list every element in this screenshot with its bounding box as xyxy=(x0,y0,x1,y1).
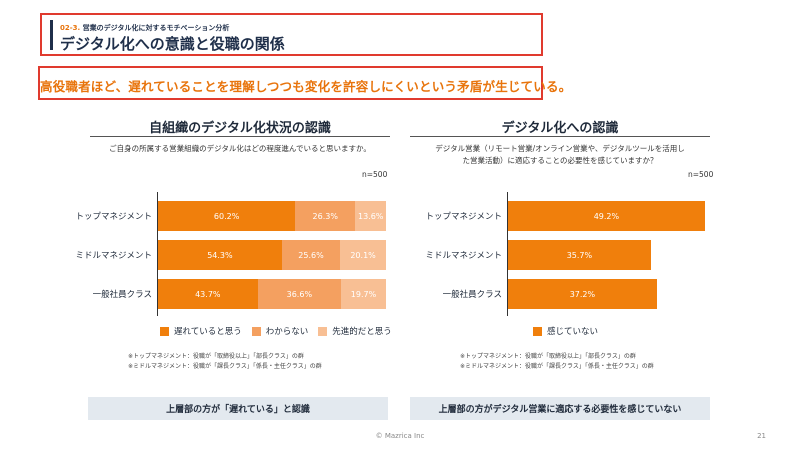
left-chart-rule xyxy=(90,136,390,137)
section-number: 02-3. xyxy=(60,24,81,32)
page-number: 21 xyxy=(757,432,766,440)
key-message-box: 高役職者ほど、遅れていることを理解しつつも変化を許容しにくいという矛盾が生じてい… xyxy=(38,66,572,100)
right-chart-category-label: 一般社員クラス xyxy=(442,290,502,300)
right-chart-n: n=500 xyxy=(688,170,714,179)
right-footnote-1: ※トップマネジメント：役職が「取締役以上」「部長クラス」の群 xyxy=(460,353,636,360)
left-chart-stacked-bar: 43.7% 36.6% 19.7% xyxy=(158,279,386,309)
right-chart-category-label: ミドルマネジメント xyxy=(425,251,502,261)
left-chart-question: ご自身の所属する営業組織のデジタル化はどの程度進んでいると思いますか。 xyxy=(109,144,371,153)
left-chart-category-label: トップマネジメント xyxy=(75,212,152,222)
left-chart-stacked-bar: 54.3% 25.6% 20.1% xyxy=(158,240,386,270)
right-chart-title: デジタル化への認識 xyxy=(501,121,619,136)
right-legend-label: 感じていない xyxy=(547,327,599,337)
header-accent-bar xyxy=(50,20,53,50)
left-chart-bar-segment: 20.1% xyxy=(340,240,386,270)
left-legend-item: 先進的だと思う xyxy=(318,325,392,337)
left-chart-bar-segment: 43.7% xyxy=(158,279,258,309)
left-legend-label: 遅れていると思う xyxy=(174,327,242,337)
left-legend-item: 遅れていると思う xyxy=(160,325,242,337)
left-chart-bar-segment: 25.6% xyxy=(281,240,341,270)
right-chart-category-label: トップマネジメント xyxy=(425,212,502,222)
left-legend-label: わからない xyxy=(265,327,309,337)
left-chart-bar-segment: 19.7% xyxy=(341,279,386,309)
left-legend-swatch xyxy=(318,326,328,336)
left-chart-bar-segment: 54.3% xyxy=(158,240,282,270)
copyright: © Mazrica Inc xyxy=(375,432,425,440)
left-chart-category-label: 一般社員クラス xyxy=(92,290,152,300)
right-chart-axis xyxy=(507,192,508,316)
key-message: 高役職者ほど、遅れていることを理解しつつも変化を許容しにくいという矛盾が生じてい… xyxy=(40,79,572,94)
left-chart-stacked-bar: 60.2% 26.3% 13.6% xyxy=(158,201,387,231)
right-chart-bar: 37.2% xyxy=(508,279,657,309)
right-summary: 上層部の方がデジタル営業に適応する必要性を感じていない xyxy=(410,397,710,420)
section-label-text: 営業のデジタル化に対するモチベーション分析 xyxy=(82,24,230,32)
left-legend-swatch xyxy=(160,326,169,336)
right-chart-bar: 49.2% xyxy=(508,201,705,231)
left-legend-item: わからない xyxy=(251,325,309,337)
header-box: 02-3. 営業のデジタル化に対するモチベーション分析 デジタル化への意識と役職… xyxy=(40,13,543,56)
right-question-line-2: た営業活動）に適応することの必要性を感じていますか？ xyxy=(462,156,658,165)
left-chart-bar-segment: 26.3% xyxy=(295,201,356,231)
left-summary: 上層部の方が「遅れている」と認識 xyxy=(88,397,388,420)
left-chart-n: n=500 xyxy=(362,170,388,179)
left-footnote-1: ※トップマネジメント：役職が「取締役以上」「部長クラス」の群 xyxy=(128,353,304,360)
right-chart-legend: 感じていない xyxy=(533,325,608,337)
left-chart-bar-segment: 36.6% xyxy=(257,279,342,309)
left-chart-bar-segment: 60.2% xyxy=(158,201,296,231)
right-footnotes: ※トップマネジメント：役職が「取締役以上」「部長クラス」の群 ※ミドルマネジメン… xyxy=(460,352,654,372)
right-legend-swatch xyxy=(533,326,542,336)
left-chart-bar-segment: 13.6% xyxy=(355,201,387,231)
left-chart-category-label: ミドルマネジメント xyxy=(75,251,152,261)
right-chart-rule xyxy=(410,136,710,137)
left-footnotes: ※トップマネジメント：役職が「取締役以上」「部長クラス」の群 ※ミドルマネジメン… xyxy=(128,352,322,372)
page-title: デジタル化への意識と役職の関係 xyxy=(60,35,285,53)
left-chart-title: 自組織のデジタル化状況の認識 xyxy=(149,121,331,136)
left-legend-label: 先進的だと思う xyxy=(332,327,392,337)
left-legend-swatch xyxy=(251,326,261,336)
section-label: 02-3. 営業のデジタル化に対するモチベーション分析 xyxy=(60,23,229,33)
left-chart-axis xyxy=(157,192,158,316)
right-chart-bar: 35.7% xyxy=(508,240,651,270)
right-footnote-2: ※ミドルマネジメント：役職が「課長クラス」「係長・主任クラス」の群 xyxy=(460,363,654,370)
right-question-line-1: デジタル営業（リモート営業/オンライン営業や、デジタルツールを活用し xyxy=(435,144,685,153)
left-footnote-2: ※ミドルマネジメント：役職が「課長クラス」「係長・主任クラス」の群 xyxy=(128,363,322,370)
left-chart-legend: 遅れていると思う わからない 先進的だと思う xyxy=(160,325,402,337)
right-chart-question: デジタル営業（リモート営業/オンライン営業や、デジタルツールを活用し た営業活動… xyxy=(410,143,710,167)
right-legend-item: 感じていない xyxy=(533,325,598,337)
